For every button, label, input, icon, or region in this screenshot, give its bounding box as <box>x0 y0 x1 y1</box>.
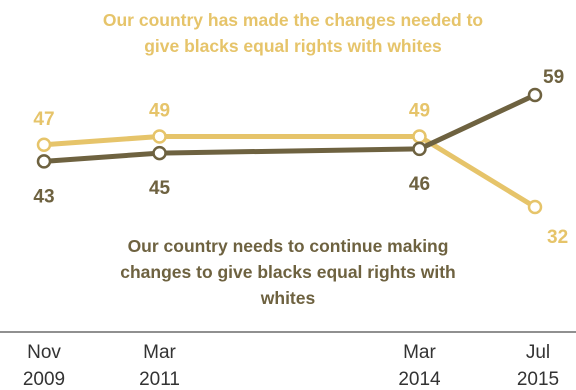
point-0-1 <box>152 129 167 144</box>
value-label-0-1: 49 <box>149 100 170 121</box>
point-0-2 <box>412 129 427 144</box>
value-label-0-2: 49 <box>409 100 430 121</box>
series-line-0 <box>41 133 538 210</box>
x-tick-year-0: 2009 <box>23 369 65 390</box>
x-axis-ticks: Nov 2009 Mar 2011 Mar 2014 Jul 2015 <box>23 342 559 390</box>
value-label-0-3: 32 <box>547 227 568 248</box>
value-label-1-0: 43 <box>33 186 54 207</box>
series-layer <box>36 87 543 215</box>
series-name-0-line-1: give blacks equal rights with whites <box>144 36 442 56</box>
value-label-1-1: 45 <box>149 178 171 199</box>
x-tick-month-1: Mar <box>143 342 176 363</box>
value-label-1-3: 59 <box>543 67 564 88</box>
point-1-1 <box>152 145 167 161</box>
value-label-1-2: 46 <box>409 174 430 195</box>
x-tick-year-3: 2015 <box>517 369 559 390</box>
series-line-1 <box>41 92 538 164</box>
point-0-0 <box>36 137 52 153</box>
value-label-0-0: 47 <box>33 109 54 130</box>
series-name-1-line-1: changes to give blacks equal rights with <box>120 262 456 282</box>
point-1-0 <box>36 154 52 169</box>
x-tick-month-3: Jul <box>526 342 550 363</box>
x-tick-month-2: Mar <box>403 342 436 363</box>
point-1-3 <box>527 87 543 103</box>
labels-layer: 47 49 49 32 43 45 46 59 Our country has made the… <box>33 10 568 308</box>
x-tick-year-2: 2014 <box>398 369 441 390</box>
point-1-2 <box>412 141 427 157</box>
series-name-1-line-2: whites <box>260 288 316 308</box>
series-name-1-line-0: Our country needs to continue making <box>128 236 449 256</box>
x-tick-year-1: 2011 <box>139 369 180 390</box>
point-0-3 <box>527 199 543 215</box>
x-tick-month-0: Nov <box>27 342 61 363</box>
series-name-0-line-0: Our country has made the changes needed … <box>103 10 483 30</box>
